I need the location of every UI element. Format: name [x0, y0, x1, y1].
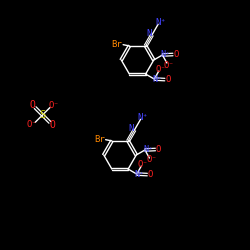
- Text: O: O: [156, 145, 161, 154]
- Text: O⁻: O⁻: [26, 120, 37, 129]
- Text: O⁻: O⁻: [164, 60, 174, 70]
- Text: N⁺: N⁺: [138, 113, 148, 122]
- Text: N⁺: N⁺: [152, 75, 162, 84]
- Text: O: O: [29, 100, 35, 110]
- Text: N: N: [146, 28, 152, 38]
- Text: N⁺: N⁺: [160, 50, 170, 59]
- Text: O: O: [173, 50, 178, 59]
- Text: S: S: [40, 110, 46, 120]
- Text: N⁺: N⁺: [155, 18, 166, 27]
- Text: O⁻: O⁻: [156, 64, 166, 74]
- Text: Br: Br: [112, 40, 122, 49]
- Text: Br: Br: [94, 135, 105, 144]
- Text: O⁻: O⁻: [146, 156, 157, 164]
- Text: O: O: [50, 120, 56, 130]
- Text: O: O: [148, 170, 153, 179]
- Text: N⁺: N⁺: [135, 170, 145, 179]
- Text: N⁺: N⁺: [143, 145, 153, 154]
- Text: O: O: [165, 75, 170, 84]
- Text: N: N: [129, 124, 134, 132]
- Text: O⁻: O⁻: [138, 160, 149, 168]
- Text: O⁻: O⁻: [48, 101, 59, 110]
